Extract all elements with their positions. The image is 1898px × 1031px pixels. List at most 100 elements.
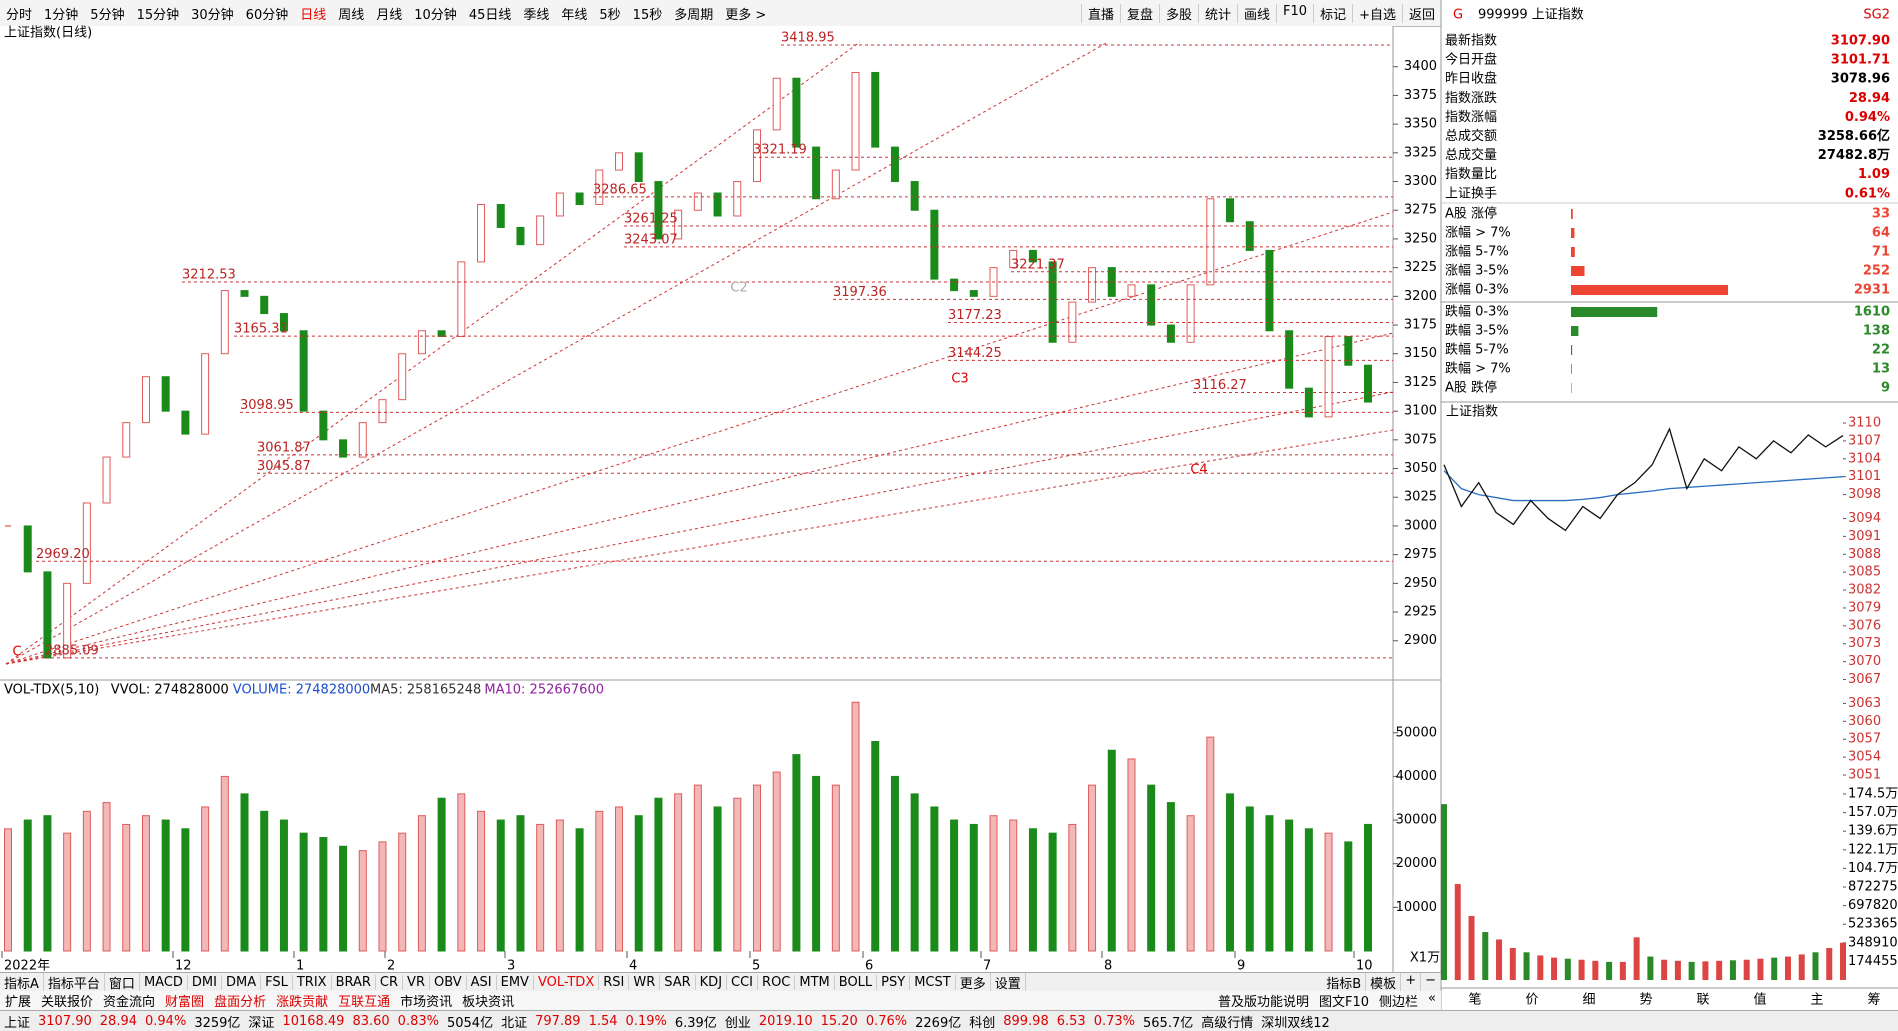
ext-tab[interactable]: 关联报价 [36, 991, 98, 1010]
index-value: 15.20 [817, 1014, 862, 1029]
volume-bar [1128, 759, 1135, 951]
ext-tab[interactable]: 互联互通 [333, 991, 395, 1010]
intraday-tab[interactable]: 主 [1810, 993, 1823, 1008]
candle [24, 526, 31, 572]
y-tick-label: 174455 [1848, 954, 1898, 969]
indicator-tab[interactable]: VR [403, 975, 430, 990]
indicator-tab[interactable]: 更多 [956, 973, 991, 992]
indicator-tab[interactable]: SAR [660, 975, 695, 990]
level-label: 3321.19 [753, 143, 807, 158]
volume-bar [852, 702, 859, 951]
indicator-tab[interactable]: CCI [727, 975, 758, 990]
intraday-volume [1579, 960, 1585, 980]
indicator-tab[interactable]: MTM [795, 975, 834, 990]
volume-bar [202, 807, 209, 951]
indicator-tab[interactable]: MACD [140, 975, 188, 990]
index-value: 0.83% [394, 1014, 443, 1029]
intraday-tab[interactable]: 笔 [1468, 992, 1481, 1008]
ext-tab[interactable]: 资金流向 [98, 991, 160, 1010]
index-name: 上证 [0, 1012, 34, 1031]
indicator-tab[interactable]: VOL-TDX [534, 975, 599, 990]
candle [221, 291, 228, 354]
index-value: 1.54 [585, 1014, 622, 1029]
indicator-tab[interactable]: FSL [261, 975, 293, 990]
chart-title: 上证指数(日线) [4, 26, 92, 41]
indicator-tab[interactable]: 设置 [991, 973, 1026, 992]
intraday-tab[interactable]: 细 [1582, 993, 1595, 1008]
candle [1148, 285, 1155, 325]
indicator-tab[interactable]: ASI [467, 975, 497, 990]
intraday-tab[interactable]: 势 [1639, 992, 1652, 1008]
intraday-tab[interactable]: 筹 [1867, 992, 1880, 1008]
volume-bar [64, 833, 71, 951]
quote-code: 999999 上证指数 [1478, 8, 1584, 23]
ext-tab[interactable]: 市场资讯 [395, 991, 457, 1010]
intraday-volume [1510, 948, 1516, 980]
volume-bar [1325, 833, 1332, 951]
candle [241, 291, 248, 297]
ext-tab[interactable]: 板块资讯 [457, 991, 519, 1010]
indicator-tab[interactable]: PSY [877, 975, 910, 990]
indicator-tab[interactable]: 窗口 [105, 973, 140, 992]
candle [320, 411, 327, 440]
quote-label: 上证换手 [1445, 186, 1497, 201]
indicator-tool[interactable]: + [1401, 973, 1421, 992]
volume-bar [1010, 820, 1017, 951]
indicator-tool[interactable]: − [1421, 973, 1441, 992]
breadth-label: 跌幅 > 7% [1445, 361, 1511, 377]
candle [1345, 337, 1352, 366]
indicator-tab[interactable]: BRAR [332, 975, 376, 990]
candle [517, 227, 524, 244]
indicator-tool[interactable]: 模板 [1366, 973, 1401, 992]
status-item[interactable]: 高级行情 [1197, 1012, 1257, 1031]
y-tick-label: 3101 [1848, 469, 1881, 484]
indicator-tab[interactable]: TRIX [293, 975, 332, 990]
intraday-tab[interactable]: 联 [1696, 993, 1709, 1008]
indicator-tab[interactable]: RSI [599, 975, 629, 990]
indicator-tab[interactable]: EMV [497, 975, 534, 990]
breadth-count: 13 [1872, 362, 1890, 377]
y-tick-label: 139.6万 [1848, 824, 1898, 839]
volume-bar [1069, 824, 1076, 951]
volume-bar [103, 803, 110, 951]
volume-bar [734, 798, 741, 951]
indicator-tab[interactable]: CR [376, 975, 403, 990]
breadth-bar [1571, 285, 1728, 295]
indicator-tab[interactable]: KDJ [696, 975, 727, 990]
ext-tab[interactable]: 涨跌贡献 [271, 991, 333, 1010]
status-item[interactable]: 深圳双线12 [1257, 1012, 1334, 1031]
indicator-tab[interactable]: DMI [188, 975, 222, 990]
volume-bar [616, 807, 623, 951]
ext-tool[interactable]: 图文F10 [1314, 991, 1374, 1010]
indicator-tab[interactable]: WR [629, 975, 660, 990]
breadth-bar [1571, 345, 1572, 355]
candle [970, 291, 977, 297]
ext-tool[interactable]: 普及版功能说明 [1213, 991, 1314, 1010]
ext-tab[interactable]: 扩展 [0, 991, 36, 1010]
y-tick-label: 3000 [1404, 518, 1437, 533]
intraday-tab[interactable]: 值 [1753, 992, 1766, 1008]
ext-tool[interactable]: « [1423, 991, 1441, 1010]
breadth-count: 252 [1863, 264, 1890, 279]
intraday-tab[interactable]: 价 [1525, 993, 1538, 1008]
indicator-tab[interactable]: MCST [910, 975, 956, 990]
volume-bar [340, 846, 347, 951]
indicator-tab[interactable]: 指标A [0, 973, 44, 992]
ext-tab[interactable]: 盘面分析 [209, 991, 271, 1010]
volume-bar [83, 811, 90, 951]
volume-bar [793, 755, 800, 951]
level-label: 3418.95 [781, 30, 835, 45]
ext-tab[interactable]: 财富圈 [160, 991, 209, 1010]
indicator-tab[interactable]: OBV [430, 975, 467, 990]
ext-tool[interactable]: 侧边栏 [1374, 991, 1423, 1010]
y-tick-label: 122.1万 [1848, 842, 1898, 857]
index-value: 5054亿 [443, 1012, 497, 1031]
volume-bar [537, 824, 544, 951]
indicator-tool[interactable]: 指标B [1322, 973, 1366, 992]
indicator-tab[interactable]: 指标平台 [44, 973, 105, 992]
indicator-tab[interactable]: ROC [758, 975, 795, 990]
indicator-tab[interactable]: DMA [222, 975, 261, 990]
indicator-tab[interactable]: BOLL [835, 975, 877, 990]
